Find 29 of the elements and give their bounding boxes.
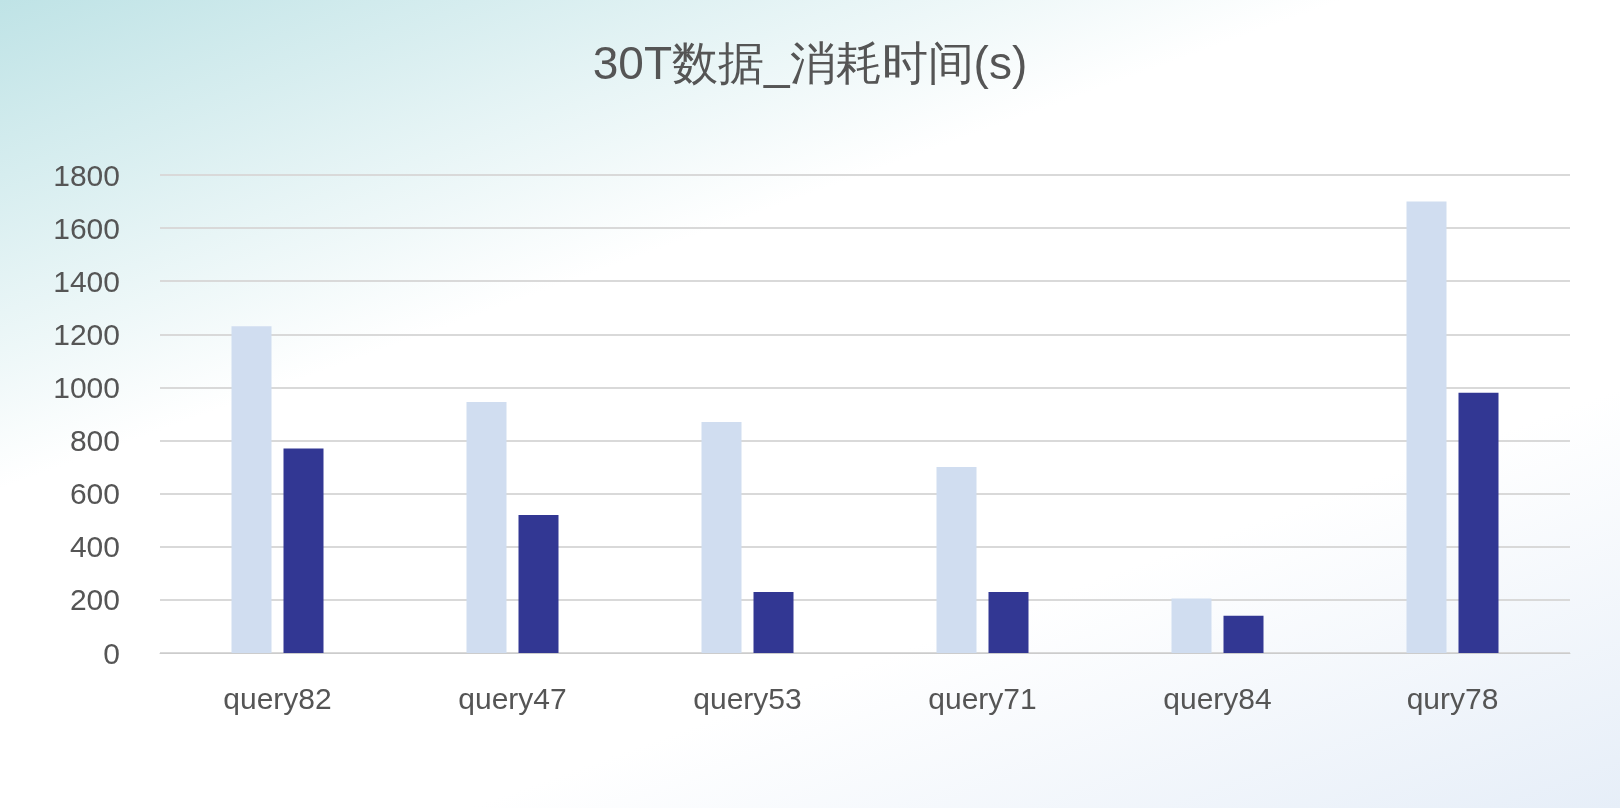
bar — [936, 467, 977, 653]
y-tick-label: 1600 — [53, 211, 120, 245]
bar — [753, 591, 794, 653]
bar — [988, 591, 1029, 653]
bar — [231, 326, 272, 653]
y-tick-label: 1000 — [53, 370, 120, 404]
bar — [1223, 615, 1264, 653]
bar — [518, 514, 559, 653]
x-tick-label: query82 — [223, 681, 332, 715]
x-tick-label: qury78 — [1406, 681, 1499, 715]
y-tick-label: 800 — [69, 424, 120, 458]
bar — [701, 421, 742, 653]
bar — [466, 402, 507, 653]
x-tick-label: query53 — [693, 681, 802, 715]
y-tick-label: 1200 — [53, 317, 120, 351]
bar — [1458, 392, 1499, 653]
bar — [1171, 598, 1212, 653]
y-tick-label: 200 — [69, 583, 120, 617]
y-tick-label: 1800 — [53, 158, 120, 192]
bar — [283, 448, 324, 653]
chart-title: 30T数据_消耗时间(s) — [592, 37, 1028, 89]
y-tick-label: 400 — [69, 530, 120, 564]
x-tick-label: query47 — [458, 681, 567, 715]
y-tick-label: 600 — [69, 477, 120, 511]
bar — [1406, 201, 1447, 653]
x-tick-label: query71 — [928, 681, 1037, 715]
y-tick-label: 1400 — [53, 264, 120, 298]
y-tick-label: 0 — [103, 636, 120, 670]
x-tick-label: query84 — [1163, 681, 1272, 715]
